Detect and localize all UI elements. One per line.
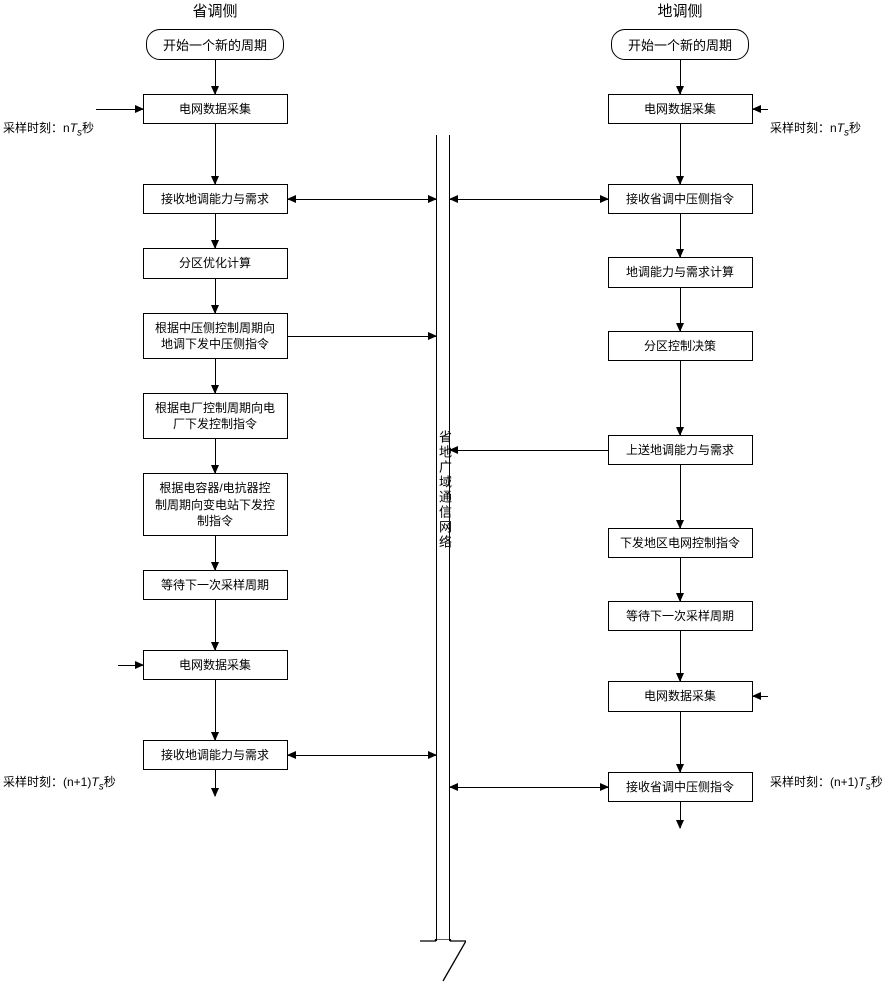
arrow-icon (215, 279, 216, 313)
left-title: 省调侧 (192, 0, 237, 21)
left-wait: 等待下一次采样周期 (143, 570, 288, 600)
label-sample-left-n1: 采样时刻：(n+1)Ts秒 (3, 773, 116, 792)
arrow-icon (215, 214, 216, 248)
arrow-icon (215, 124, 216, 184)
right-calc-capability: 地调能力与需求计算 (608, 257, 753, 287)
right-column: 地调侧 开始一个新的周期 电网数据采集 接收省调中压侧指令 地调能力与需求计算 … (580, 0, 780, 828)
right-upload-capability: 上送地调能力与需求 (608, 435, 753, 465)
left-collect-1: 电网数据采集 (143, 94, 288, 124)
right-title: 地调侧 (657, 0, 702, 21)
arrow-icon (215, 600, 216, 650)
arrow-icon (215, 60, 216, 94)
arrow-icon (215, 359, 216, 393)
arrow-icon (680, 60, 681, 94)
center-time-arrow (436, 135, 450, 983)
right-recv-cmd-2: 接收省调中压侧指令 (608, 772, 753, 802)
left-issue-cap: 根据电容器/电抗器控制周期向变电站下发控制指令 (143, 473, 288, 536)
arrow-icon (680, 712, 681, 772)
arrow-icon (215, 770, 216, 796)
right-start: 开始一个新的周期 (611, 29, 749, 60)
label-sample-left-n: 采样时刻：nTs秒 (3, 119, 94, 138)
arrow-icon (680, 214, 681, 257)
arrow-icon (680, 465, 681, 528)
arrow-icon (215, 536, 216, 570)
arrow-icon (680, 558, 681, 601)
label-sample-right-n1: 采样时刻：(n+1)Ts秒 (770, 773, 883, 792)
left-issue-plant: 根据电厂控制周期向电厂下发控制指令 (143, 393, 288, 439)
arrow-down-icon (420, 939, 466, 983)
arrow-icon (680, 361, 681, 435)
arrow-icon (680, 802, 681, 828)
left-issue-mv: 根据中压侧控制周期向地调下发中压侧指令 (143, 313, 288, 359)
right-wait: 等待下一次采样周期 (608, 601, 753, 631)
arrow-icon (680, 124, 681, 184)
right-recv-cmd: 接收省调中压侧指令 (608, 184, 753, 214)
right-collect-2: 电网数据采集 (608, 681, 753, 711)
left-optimize: 分区优化计算 (143, 248, 288, 278)
arrow-icon (680, 288, 681, 331)
arrow-icon (215, 439, 216, 473)
label-sample-right-n: 采样时刻：nTs秒 (770, 119, 861, 138)
left-start: 开始一个新的周期 (146, 29, 284, 60)
right-collect-1: 电网数据采集 (608, 94, 753, 124)
left-recv-capability-2: 接收地调能力与需求 (143, 740, 288, 770)
right-zone-decision: 分区控制决策 (608, 331, 753, 361)
arrow-icon (680, 631, 681, 681)
right-issue-region: 下发地区电网控制指令 (608, 528, 753, 558)
arrow-icon (215, 680, 216, 740)
left-column: 省调侧 开始一个新的周期 电网数据采集 接收地调能力与需求 分区优化计算 根据中… (115, 0, 315, 796)
left-recv-capability: 接收地调能力与需求 (143, 184, 288, 214)
left-collect-2: 电网数据采集 (143, 650, 288, 680)
